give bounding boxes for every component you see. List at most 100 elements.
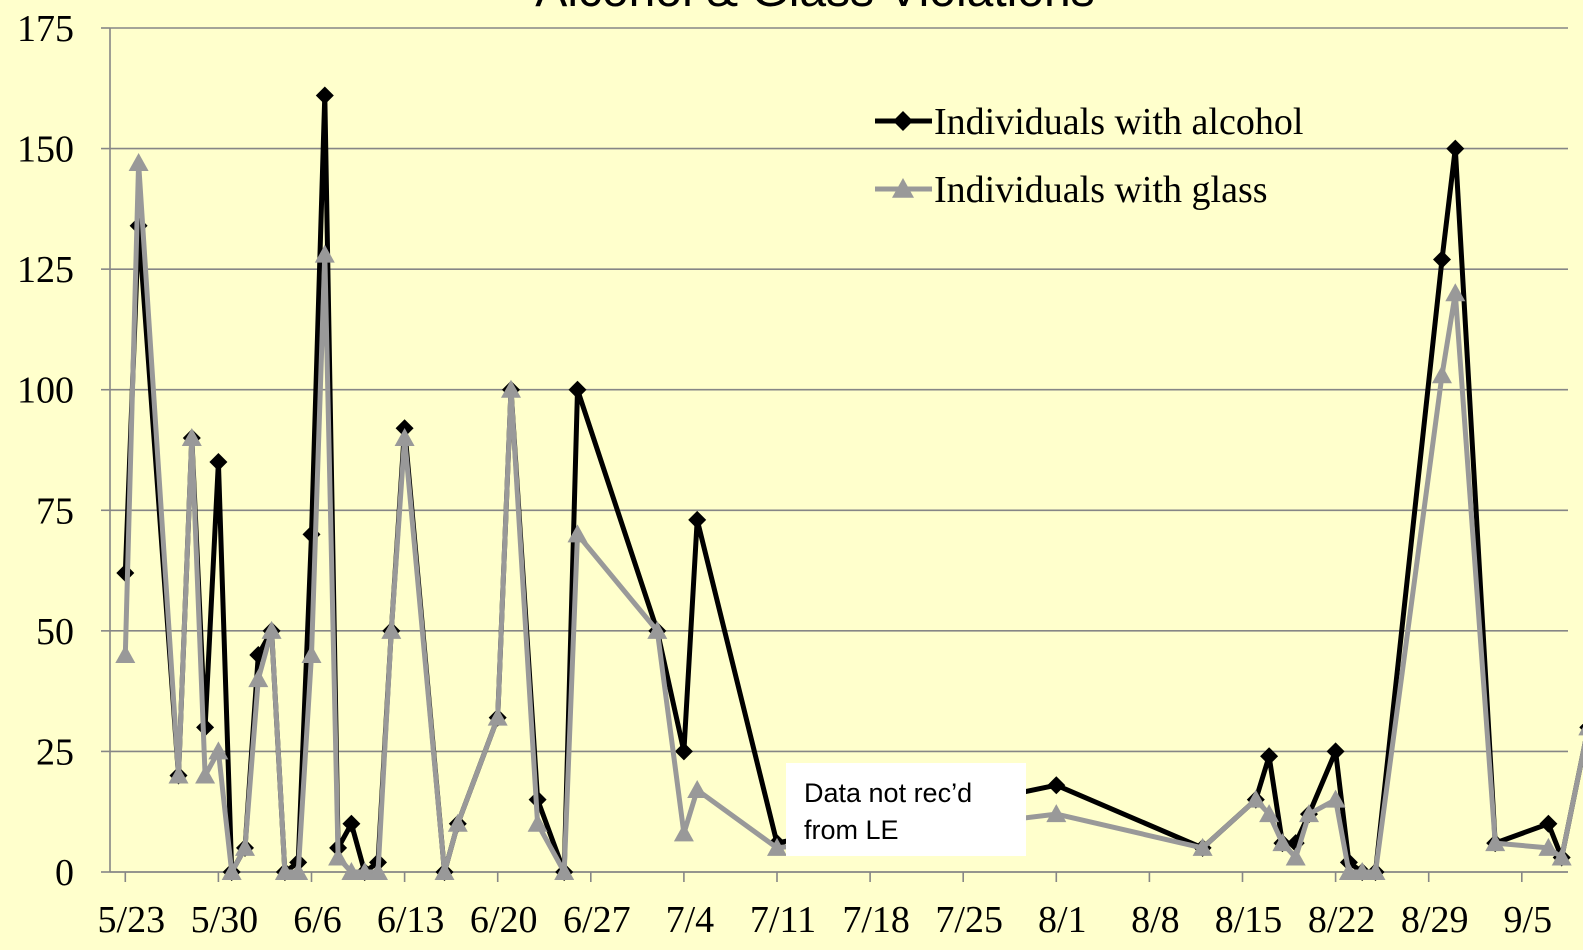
data-point <box>1352 862 1373 880</box>
data-point <box>168 765 189 784</box>
y-tick-label: 75 <box>36 490 74 532</box>
data-point <box>1285 847 1306 866</box>
data-point <box>181 427 202 446</box>
x-tick-label: 6/20 <box>470 899 538 941</box>
x-tick-label: 7/18 <box>842 899 910 941</box>
x-tick-label: 5/30 <box>191 899 259 941</box>
data-point <box>1433 250 1451 269</box>
x-tick-label: 8/15 <box>1215 899 1283 941</box>
data-point <box>1365 862 1386 880</box>
data-point <box>673 823 694 842</box>
data-point <box>221 862 242 880</box>
data-point <box>315 86 334 105</box>
data-point <box>128 153 149 172</box>
data-point <box>568 380 587 399</box>
data-point <box>1260 747 1279 766</box>
data-point <box>1485 833 1506 852</box>
x-tick-label: 7/11 <box>750 899 816 941</box>
x-tick-label: 6/27 <box>563 899 631 941</box>
data-point <box>1432 365 1452 384</box>
data-point <box>1299 804 1319 823</box>
data-point <box>1245 789 1266 808</box>
x-tick-label: 9/5 <box>1504 899 1553 941</box>
data-point <box>501 379 521 398</box>
data-point <box>368 862 388 880</box>
data-point <box>394 427 415 446</box>
data-point <box>434 862 455 880</box>
data-point <box>1551 847 1572 866</box>
data-point <box>1445 283 1466 302</box>
x-tick-label: 8/22 <box>1308 899 1376 941</box>
data-point <box>209 453 228 472</box>
data-point <box>261 620 282 639</box>
data-point <box>195 765 216 784</box>
y-tick-label: 175 <box>17 8 74 50</box>
data-point <box>1272 833 1293 852</box>
data-point <box>1259 804 1280 823</box>
data-point <box>328 847 349 866</box>
x-tick-label: 7/4 <box>666 899 715 941</box>
legend-label: Individuals with alcohol <box>934 101 1303 143</box>
data-point <box>1047 776 1066 795</box>
data-point <box>554 862 575 880</box>
grid-lines <box>110 27 1568 873</box>
legend: Individuals with alcohol Individuals with… <box>875 101 1303 211</box>
legend-label: Individuals with glass <box>934 169 1268 211</box>
axes: 0 25 50 75 100 125 150 175 5/23 5/30 6/6 6/13 6/20 6/… <box>17 8 1568 941</box>
data-point <box>1538 837 1559 856</box>
data-point <box>1326 742 1345 761</box>
y-tick-label: 50 <box>36 611 74 653</box>
data-point <box>115 644 136 663</box>
y-tick-label: 150 <box>17 129 74 171</box>
legend-marker <box>893 111 913 131</box>
data-point <box>1338 862 1359 880</box>
data-point <box>567 524 588 543</box>
x-tick-label: 8/29 <box>1401 899 1469 941</box>
data-point <box>314 244 335 263</box>
y-tick-label: 25 <box>36 731 74 773</box>
data-point <box>235 837 255 856</box>
chart-title: Alcohol & Glass Violations <box>535 0 1094 17</box>
data-point <box>342 814 361 833</box>
data-point <box>301 644 322 663</box>
data-point <box>1325 789 1346 808</box>
data-point <box>354 862 375 880</box>
series-glass <box>115 153 1583 880</box>
data-point <box>487 707 508 726</box>
annotation-line-2: from LE <box>804 815 899 845</box>
x-tick-label: 6/6 <box>293 899 342 941</box>
data-point <box>527 813 548 832</box>
data-point <box>767 837 787 856</box>
data-point <box>1446 139 1465 158</box>
data-point <box>274 862 295 880</box>
y-tick-label: 125 <box>17 249 74 291</box>
data-point <box>208 741 229 760</box>
legend-item: Individuals with glass <box>875 169 1268 211</box>
x-tick-label: 5/23 <box>98 899 166 941</box>
annotation-box: Data not rec’d from LE <box>786 763 1026 856</box>
legend-item: Individuals with alcohol <box>875 101 1303 143</box>
annotation-line-1: Data not rec’d <box>804 778 973 808</box>
x-tick-label: 7/25 <box>935 899 1003 941</box>
x-tick-label: 8/8 <box>1131 899 1180 941</box>
legend-marker <box>892 178 914 198</box>
data-point <box>1539 814 1558 833</box>
data-point <box>447 813 468 832</box>
data-point <box>381 620 402 639</box>
data-point <box>1192 837 1213 856</box>
data-point <box>674 742 693 761</box>
y-tick-label: 100 <box>17 370 74 412</box>
x-tick-label: 6/13 <box>377 899 445 941</box>
y-tick-label: 0 <box>55 852 74 894</box>
data-point <box>688 510 707 529</box>
x-tick-label: 8/1 <box>1038 899 1087 941</box>
data-point <box>248 669 269 688</box>
data-point <box>1578 726 1583 736</box>
series-line <box>122 93 1583 875</box>
data-point <box>288 862 309 880</box>
data-point <box>341 862 362 880</box>
series-group <box>115 86 1583 881</box>
data-point <box>687 780 708 799</box>
